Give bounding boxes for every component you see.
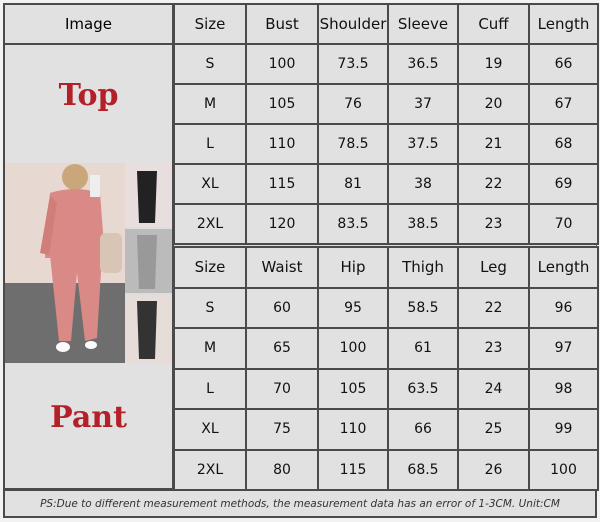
measurement-cell: 22: [457, 163, 530, 205]
measurement-cell: 25: [457, 408, 530, 451]
table-row: M 105 76 37 20 67: [173, 83, 599, 125]
image-header: Image: [3, 3, 174, 45]
table-row: L 110 78.5 37.5 21 68: [173, 123, 599, 165]
measurement-cell: 36.5: [387, 43, 459, 85]
size-cell: S: [173, 286, 247, 329]
measurement-cell: 110: [245, 123, 319, 165]
measurement-cell: 75: [245, 408, 319, 451]
measurement-cell: 98: [528, 367, 599, 410]
measurement-cell: 97: [528, 327, 599, 370]
table-row: XL 75 110 66 25 99: [173, 408, 599, 451]
measurement-cell: 38.5: [387, 203, 459, 245]
size-cell: XL: [173, 408, 247, 451]
column-header: Length: [528, 3, 599, 45]
pant-header-row: Size Waist Hip Thigh Leg Length: [173, 246, 599, 289]
measurement-cell: 78.5: [317, 123, 389, 165]
size-cell: 2XL: [173, 448, 247, 491]
measurement-cell: 68.5: [387, 448, 459, 491]
measurement-cell: 115: [317, 448, 389, 491]
column-header: Cuff: [457, 3, 530, 45]
measurement-cell: 105: [317, 367, 389, 410]
pant-label: Pant: [50, 400, 127, 435]
column-header: Length: [528, 246, 599, 289]
measurement-cell: 23: [457, 327, 530, 370]
measurement-cell: 81: [317, 163, 389, 205]
measurement-cell: 73.5: [317, 43, 389, 85]
column-header: Hip: [317, 246, 389, 289]
measurement-cell: 95: [317, 286, 389, 329]
size-cell: M: [173, 327, 247, 370]
measurement-cell: 21: [457, 123, 530, 165]
size-cell: 2XL: [173, 203, 247, 245]
measurement-cell: 67: [528, 83, 599, 125]
size-cell: S: [173, 43, 247, 85]
table-row: S 60 95 58.5 22 96: [173, 286, 599, 329]
measurement-cell: 66: [387, 408, 459, 451]
table-row: L 70 105 63.5 24 98: [173, 367, 599, 410]
measurement-cell: 37.5: [387, 123, 459, 165]
measurement-cell: 80: [245, 448, 319, 491]
measurement-cell: 37: [387, 83, 459, 125]
measurement-cell: 61: [387, 327, 459, 370]
size-cell: XL: [173, 163, 247, 205]
column-header: Sleeve: [387, 3, 459, 45]
column-header: Thigh: [387, 246, 459, 289]
measurement-cell: 99: [528, 408, 599, 451]
column-header: Size: [173, 246, 247, 289]
top-header-row: Size Bust Shoulder Sleeve Cuff Length: [173, 3, 599, 45]
measurement-cell: 83.5: [317, 203, 389, 245]
measurement-cell: 23: [457, 203, 530, 245]
measurement-cell: 38: [387, 163, 459, 205]
size-cell: L: [173, 123, 247, 165]
column-header: Bust: [245, 3, 319, 45]
column-header: Size: [173, 3, 247, 45]
measurement-cell: 65: [245, 327, 319, 370]
size-cell: M: [173, 83, 247, 125]
column-header: Leg: [457, 246, 530, 289]
measurement-cell: 120: [245, 203, 319, 245]
measurement-cell: 76: [317, 83, 389, 125]
measurement-cell: 69: [528, 163, 599, 205]
column-header: Shoulder: [317, 3, 389, 45]
measurement-cell: 24: [457, 367, 530, 410]
table-row: S 100 73.5 36.5 19 66: [173, 43, 599, 85]
measurement-cell: 110: [317, 408, 389, 451]
measurement-cell: 100: [528, 448, 599, 491]
measurement-cell: 96: [528, 286, 599, 329]
measurement-cell: 115: [245, 163, 319, 205]
measurement-cell: 20: [457, 83, 530, 125]
table-row: XL 115 81 38 22 69: [173, 163, 599, 205]
footer-note: PS:Due to different measurement methods,…: [3, 489, 597, 518]
table-row: 2XL 120 83.5 38.5 23 70: [173, 203, 599, 245]
top-label: Top: [58, 78, 119, 113]
product-photo: [5, 163, 172, 363]
measurement-cell: 100: [317, 327, 389, 370]
pant-size-table: Size Waist Hip Thigh Leg Length S 60 95 58.…: [173, 246, 599, 491]
measurement-cell: 22: [457, 286, 530, 329]
measurement-cell: 60: [245, 286, 319, 329]
measurement-cell: 68: [528, 123, 599, 165]
measurement-cell: 70: [528, 203, 599, 245]
measurement-cell: 100: [245, 43, 319, 85]
measurement-cell: 19: [457, 43, 530, 85]
measurement-cell: 66: [528, 43, 599, 85]
measurement-cell: 26: [457, 448, 530, 491]
measurement-cell: 58.5: [387, 286, 459, 329]
measurement-cell: 63.5: [387, 367, 459, 410]
size-cell: L: [173, 367, 247, 410]
column-header: Waist: [245, 246, 319, 289]
measurement-cell: 105: [245, 83, 319, 125]
table-row: M 65 100 61 23 97: [173, 327, 599, 370]
measurement-cell: 70: [245, 367, 319, 410]
table-row: 2XL 80 115 68.5 26 100: [173, 448, 599, 491]
